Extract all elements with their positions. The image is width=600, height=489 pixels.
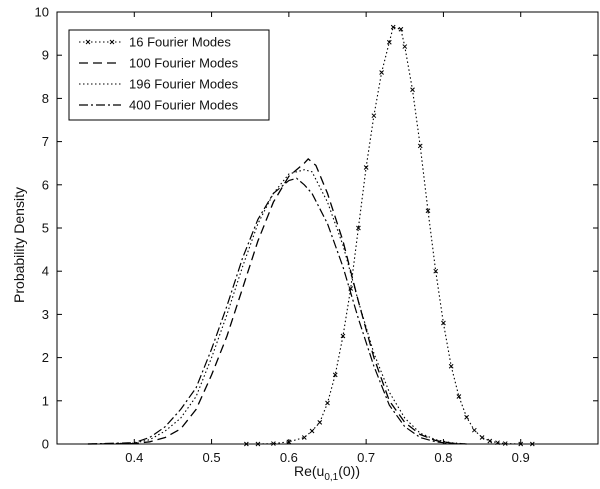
y-tick-label: 1 <box>42 393 49 408</box>
legend-label: 16 Fourier Modes <box>129 35 231 50</box>
legend-entry: 100 Fourier Modes <box>79 56 239 71</box>
series-layer <box>87 24 535 447</box>
series-2 <box>87 157 467 445</box>
x-tick-label: 0.6 <box>280 450 298 465</box>
x-marker <box>518 441 524 447</box>
series-line <box>246 26 533 445</box>
x-marker <box>325 400 330 406</box>
x-marker <box>398 26 404 32</box>
x-axis-label: Re(u0,1(0)) <box>294 463 360 483</box>
x-marker <box>356 225 361 231</box>
x-marker <box>271 441 276 446</box>
y-tick-label: 10 <box>35 5 49 20</box>
y-axis-label: Probability Density <box>11 187 27 303</box>
x-tick-label: 0.4 <box>125 450 143 465</box>
series-line <box>87 177 467 445</box>
series-3 <box>87 169 467 445</box>
x-marker <box>243 441 249 447</box>
x-marker <box>363 165 369 170</box>
x-marker <box>379 70 384 75</box>
legend-entry: 400 Fourier Modes <box>79 98 239 113</box>
series-line <box>87 157 467 445</box>
x-axis-ticks: 0.4 0.5 0.6 0.7 0.8 0.9 <box>125 12 530 465</box>
y-tick-label: 7 <box>42 134 49 149</box>
x-marker <box>417 143 423 149</box>
legend-entry: 16 Fourier Modes <box>79 35 231 50</box>
y-tick-label: 6 <box>42 177 49 192</box>
x-marker <box>402 44 408 49</box>
x-marker <box>529 441 535 447</box>
x-marker <box>309 428 315 434</box>
series-1 <box>243 24 535 447</box>
x-marker <box>495 440 500 446</box>
y-tick-label: 2 <box>42 350 49 365</box>
y-tick-label: 9 <box>42 48 49 63</box>
legend-label: 196 Fourier Modes <box>129 77 239 92</box>
x-marker <box>487 438 493 444</box>
x-marker <box>410 87 415 93</box>
x-tick-label: 0.8 <box>434 450 452 465</box>
x-marker <box>456 394 462 399</box>
y-tick-label: 0 <box>42 437 49 452</box>
x-marker <box>317 420 323 425</box>
x-tick-label: 0.5 <box>203 450 221 465</box>
x-marker <box>448 363 454 369</box>
y-tick-label: 4 <box>42 264 49 279</box>
x-marker <box>371 113 377 119</box>
x-marker <box>255 441 261 447</box>
x-marker <box>286 439 292 445</box>
legend-label: 400 Fourier Modes <box>129 98 239 113</box>
x-marker <box>479 435 485 440</box>
y-tick-label: 5 <box>42 221 49 236</box>
x-marker <box>390 24 396 30</box>
series-line <box>87 169 467 445</box>
x-marker <box>386 39 392 45</box>
x-marker <box>301 435 307 440</box>
x-marker <box>471 427 477 433</box>
series-4 <box>87 177 467 445</box>
legend: 16 Fourier Modes 100 Fourier Modes 196 Fou… <box>68 29 270 121</box>
x-marker <box>464 414 469 420</box>
x-marker <box>441 320 446 326</box>
y-tick-label: 8 <box>42 91 49 106</box>
x-tick-label: 0.9 <box>512 450 530 465</box>
x-marker <box>433 268 439 274</box>
x-marker <box>502 441 508 446</box>
legend-entry: 196 Fourier Modes <box>79 77 239 92</box>
x-tick-label: 0.7 <box>357 450 375 465</box>
legend-label: 100 Fourier Modes <box>129 56 239 71</box>
y-axis-ticks: 0 1 2 3 4 5 6 7 8 9 10 <box>35 5 598 452</box>
x-marker <box>332 372 338 378</box>
x-marker <box>425 208 431 214</box>
x-marker <box>340 333 346 339</box>
y-tick-label: 3 <box>42 307 49 322</box>
